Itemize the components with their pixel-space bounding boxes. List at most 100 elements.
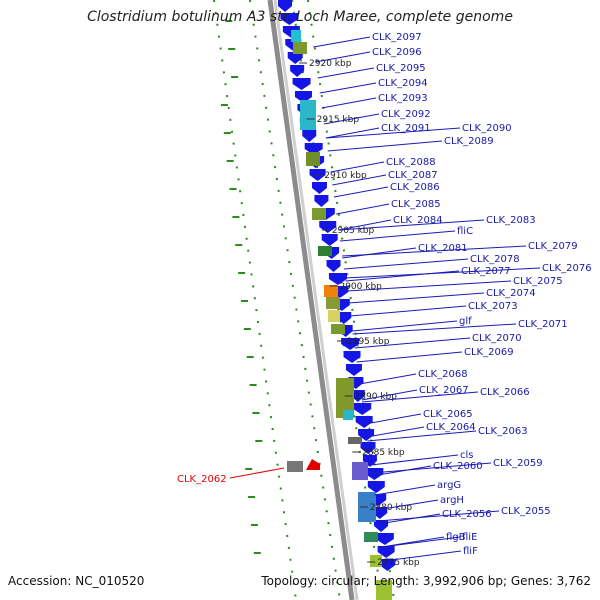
gc-dash: [248, 496, 256, 498]
gene-label[interactable]: fliF: [463, 546, 478, 557]
gene-label[interactable]: CLK_2066: [480, 387, 530, 398]
gc-dot-line: [213, 0, 297, 600]
gene-leader-line: [370, 454, 459, 466]
gene-leader-line: [366, 426, 425, 438]
feature-block: [324, 285, 338, 297]
gene-label[interactable]: fliC: [457, 226, 473, 237]
highlight-gene-label[interactable]: CLK_2062: [177, 474, 227, 485]
gene-label[interactable]: CLK_2084: [393, 215, 443, 226]
gene-label[interactable]: CLK_2085: [391, 199, 441, 210]
gene-label[interactable]: CLK_2060: [433, 461, 483, 472]
gene-label[interactable]: CLK_2065: [423, 409, 473, 420]
cds-arrow: [365, 468, 384, 480]
gene-label[interactable]: CLK_2063: [478, 426, 528, 437]
gc-dot-line: [249, 0, 341, 600]
gene-leader-line: [348, 292, 485, 304]
gene-leader-line: [342, 245, 527, 257]
gene-label[interactable]: CLK_2071: [518, 319, 568, 330]
cds-arrow: [302, 130, 317, 142]
gene-leader-line: [376, 499, 439, 511]
gc-dash: [243, 328, 251, 330]
gc-dash: [250, 524, 258, 526]
gene-label[interactable]: fliE: [462, 532, 477, 543]
gene-label[interactable]: cls: [460, 450, 474, 461]
gene-label[interactable]: CLK_2055: [501, 506, 551, 517]
highlight-leader: [229, 467, 285, 479]
highlight-gray-block: [287, 461, 303, 472]
gene-label[interactable]: argH: [440, 495, 464, 506]
gene-leader-line: [378, 513, 441, 525]
cds-arrow: [372, 507, 388, 519]
cds-arrow: [379, 559, 396, 571]
gene-leader-line: [354, 337, 471, 349]
genome-backbone: [267, 0, 355, 600]
gene-label[interactable]: CLK_2070: [472, 333, 522, 344]
gene-label[interactable]: CLK_2097: [372, 32, 422, 43]
gc-dash: [249, 384, 257, 386]
gene-label[interactable]: argG: [437, 480, 461, 491]
gene-label[interactable]: CLK_2076: [542, 263, 592, 274]
gc-dash: [245, 468, 253, 470]
gene-label[interactable]: CLK_2081: [418, 243, 468, 254]
gene-label[interactable]: CLK_2093: [378, 93, 428, 104]
scale-tick-label: 2900 kbp: [339, 282, 382, 292]
gene-leader-line: [343, 258, 469, 270]
gene-label[interactable]: CLK_2064: [426, 422, 476, 433]
gc-dash: [232, 216, 240, 218]
cds-arrow: [343, 351, 361, 363]
gene-leader-line: [359, 373, 417, 385]
feature-block: [300, 100, 316, 130]
cds-arrow: [353, 403, 372, 415]
gene-leader-line: [325, 127, 461, 139]
gene-label[interactable]: CLK_2095: [376, 63, 426, 74]
gc-dash: [220, 104, 228, 106]
gene-label[interactable]: CLK_2096: [372, 47, 422, 58]
scale-tick-label: 2910 kbp: [324, 171, 367, 181]
gene-leader-line: [356, 351, 463, 363]
gene-label[interactable]: CLK_2087: [388, 170, 438, 181]
feature-track: [278, 0, 396, 600]
feature-block: [306, 152, 320, 166]
gene-leader-line: [345, 267, 541, 279]
cds-arrow: [367, 481, 385, 493]
gene-label[interactable]: CLK_2078: [470, 254, 520, 265]
gene-label[interactable]: CLK_2068: [418, 369, 468, 380]
gene-label[interactable]: CLK_2069: [464, 347, 514, 358]
genome-backbone-shadow: [273, 0, 359, 600]
gc-dash: [235, 244, 243, 246]
gene-label[interactable]: CLK_2056: [442, 509, 492, 520]
gene-label[interactable]: CLK_2094: [378, 78, 428, 89]
gene-leader-line: [338, 219, 485, 231]
gc-dash: [241, 300, 248, 302]
gene-label[interactable]: CLK_2091: [381, 123, 431, 134]
gene-label[interactable]: CLK_2090: [462, 123, 512, 134]
gene-label[interactable]: CLK_2074: [486, 288, 536, 299]
gene-label[interactable]: CLK_2059: [493, 458, 543, 469]
scale-tick-label: 2885 kbp: [362, 448, 405, 458]
cds-arrow: [341, 338, 360, 350]
gene-label[interactable]: CLK_2073: [468, 301, 518, 312]
gene-label[interactable]: CLK_2075: [513, 276, 563, 287]
gene-label[interactable]: CLK_2089: [444, 136, 494, 147]
gene-label[interactable]: CLK_2067: [419, 385, 469, 396]
gene-label[interactable]: CLK_2092: [381, 109, 431, 120]
gene-label[interactable]: CLK_2086: [390, 182, 440, 193]
gene-label[interactable]: CLK_2079: [528, 241, 578, 252]
gene-label[interactable]: CLK_2088: [386, 157, 436, 168]
scale-tick-label: 2915 kbp: [317, 115, 360, 125]
gc-dash: [255, 440, 263, 442]
cds-arrow: [287, 52, 303, 64]
gene-leader-line: [325, 127, 380, 139]
cds-arrow: [350, 390, 365, 402]
gene-label[interactable]: CLK_2077: [461, 266, 511, 277]
gc-dash: [225, 20, 233, 22]
feature-block: [364, 532, 378, 542]
gene-leader-line: [361, 391, 479, 403]
cds-arrow: [314, 195, 329, 207]
gene-leader-line: [350, 305, 467, 317]
scale-tick-label: 2920 kbp: [309, 59, 352, 69]
gene-label[interactable]: CLK_2083: [486, 215, 536, 226]
gene-label[interactable]: glf: [459, 316, 472, 327]
cds-arrow: [345, 364, 362, 376]
highlight-red-arrow: [306, 459, 320, 470]
